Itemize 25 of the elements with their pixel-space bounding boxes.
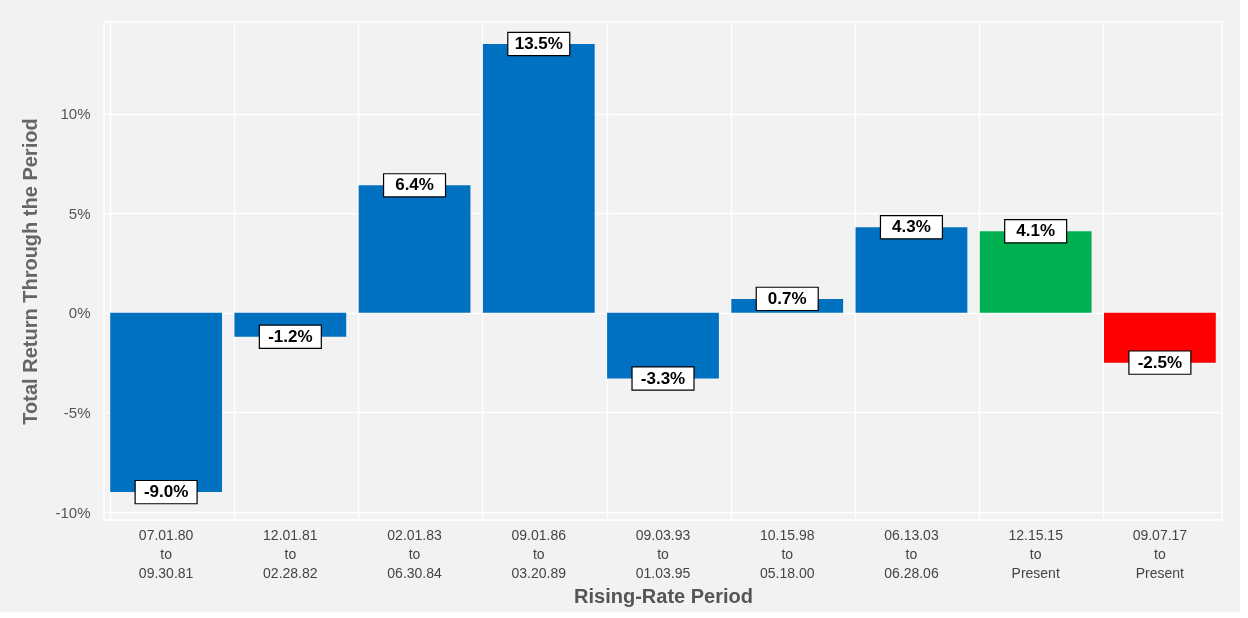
data-label: 13.5% [514,33,563,53]
x-tick-label: 12.01.81 to 02.28.82 [263,526,318,581]
data-label: -3.3% [640,368,686,388]
y-tick-label: 10% [60,105,91,123]
data-label: -1.2% [268,326,313,346]
x-tick-label: 12.15.15 to Present [1008,526,1064,581]
x-tick-label: 09.01.86 to 03.20.89 [511,526,567,581]
x-tick-label: 09.07.17 to Present [1132,526,1188,581]
x-axis-title: Rising-Rate Period [574,584,753,607]
data-label: -9.0% [143,482,189,502]
data-label: 4.3% [892,217,931,237]
data-label: 0.7% [767,288,807,308]
y-tick-label: -5% [63,403,91,421]
data-label: 4.1% [1016,221,1056,241]
x-tick-label: 10.15.98 to 05.18.00 [759,526,815,581]
y-tick-label: 5% [68,204,91,222]
x-tick-label: 06.13.03 to 06.28.06 [884,526,939,581]
y-tick-label: 0% [68,304,91,322]
data-label: -2.5% [1137,352,1183,372]
x-tick-label: 09.03.93 to 01.03.95 [635,526,691,581]
y-axis-title: Total Return Through the Period [19,118,42,425]
data-label: 6.4% [395,175,434,195]
x-tick-label: 07.01.80 to 09.30.81 [138,526,194,581]
y-tick-label: -10% [55,503,91,521]
x-tick-label: 02.01.83 to 06.30.84 [387,526,443,581]
